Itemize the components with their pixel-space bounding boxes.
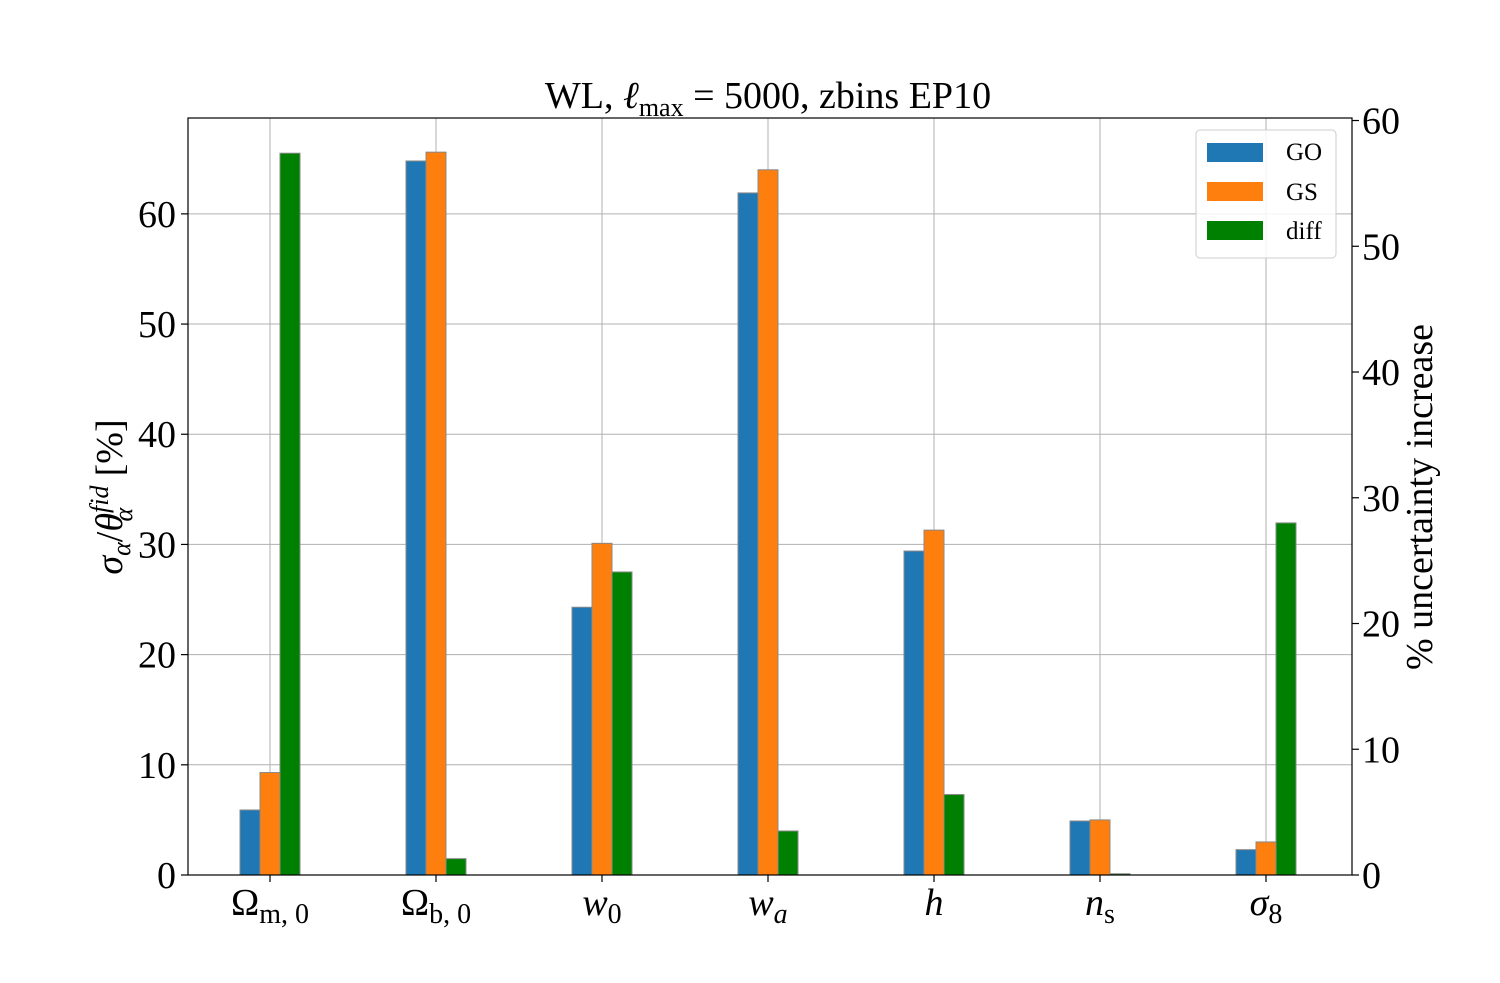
bar-gs-5 <box>1089 819 1111 876</box>
y-right-tick-label: 60 <box>1362 101 1400 143</box>
chart-title-pre: WL, <box>545 75 623 117</box>
ylabel-slash: / <box>89 531 131 542</box>
bar-diff-4 <box>943 794 965 876</box>
bar-go-0 <box>239 809 261 876</box>
ylabel-sigma-sub: α <box>107 541 136 556</box>
x-tick-label-base: Ω <box>231 882 259 924</box>
ylabel-unit: [%] <box>89 419 131 485</box>
y-axis-left-label: σα/θfidα [%] <box>85 419 138 574</box>
y-left-tick-label: 50 <box>138 304 176 346</box>
ticks-layer <box>181 119 1359 882</box>
legend-swatch-gs <box>1207 182 1263 201</box>
x-tick-label: w0 <box>582 882 621 930</box>
bar-gs-3 <box>757 169 779 876</box>
legend-label-diff: diff <box>1286 218 1322 245</box>
x-tick-label: h <box>925 882 944 924</box>
legend: GO GS diff <box>1195 129 1337 259</box>
chart-title-ell: ℓ <box>623 75 639 117</box>
x-tick-label: Ωb, 0 <box>401 882 471 930</box>
bar-gs-2 <box>591 542 613 876</box>
ylabel-theta-sub: α <box>109 507 138 522</box>
bar-gs-0 <box>259 772 281 876</box>
bar-diff-1 <box>445 858 467 876</box>
x-tick-label-sub: m, 0 <box>259 899 309 930</box>
x-tick-label-sub: s <box>1104 899 1115 930</box>
x-tick-label-sub: 0 <box>608 899 622 930</box>
y-left-tick-label: 0 <box>157 855 176 897</box>
bar-go-2 <box>571 606 593 876</box>
x-tick-label-base: h <box>925 882 944 924</box>
y-left-tick-label: 20 <box>138 635 176 677</box>
bar-diff-3 <box>777 830 799 876</box>
legend-swatch-diff <box>1207 221 1263 240</box>
y-right-tick-label: 20 <box>1362 604 1400 646</box>
x-tick-label-sub: a <box>774 899 788 930</box>
legend-label-gs: GS <box>1286 179 1318 206</box>
bar-gs-1 <box>425 151 447 876</box>
chart-title-sub: max <box>639 93 684 122</box>
x-tick-label-base: Ω <box>401 882 429 924</box>
bar-diff-0 <box>279 152 301 876</box>
y-right-tick-label: 30 <box>1362 478 1400 520</box>
bar-go-5 <box>1069 820 1091 876</box>
y-left-tick-label: 60 <box>138 194 176 236</box>
bars-layer <box>239 151 1297 876</box>
x-tick-label-base: w <box>582 882 608 924</box>
x-tick-label: wa <box>748 882 787 930</box>
y-right-tick-label: 0 <box>1362 855 1381 897</box>
bar-gs-6 <box>1255 841 1277 876</box>
y-right-tick-label: 50 <box>1362 226 1400 268</box>
y-right-tick-label: 10 <box>1362 729 1400 771</box>
y-left-tick-label: 10 <box>138 745 176 787</box>
bar-gs-4 <box>923 529 945 876</box>
y-axis-right-label: % uncertainty increase <box>1399 324 1441 670</box>
legend-label-go: GO <box>1286 139 1322 166</box>
bar-go-3 <box>737 192 759 876</box>
bar-go-6 <box>1235 849 1257 876</box>
x-tick-label-base: σ <box>1250 882 1270 924</box>
bar-diff-2 <box>611 571 633 876</box>
ylabel-theta-sup: fid <box>85 485 114 513</box>
x-tick-label-sub: 8 <box>1268 899 1282 930</box>
y-right-tick-label: 40 <box>1362 352 1400 394</box>
chart-title-post: = 5000, zbins EP10 <box>684 75 992 117</box>
y-left-tick-label: 30 <box>138 524 176 566</box>
ylabel-theta: θ <box>89 513 131 532</box>
bar-diff-6 <box>1275 522 1297 876</box>
bar-go-1 <box>405 160 427 876</box>
chart-title: WL, ℓmax = 5000, zbins EP10 <box>545 75 991 122</box>
bar-go-4 <box>903 550 925 876</box>
x-tick-label: ns <box>1085 882 1115 930</box>
legend-swatch-go <box>1207 143 1263 162</box>
y-left-tick-label: 40 <box>138 414 176 456</box>
x-tick-label: σ8 <box>1250 882 1283 930</box>
ylabel-sigma: σ <box>89 555 131 575</box>
x-tick-label-sub: b, 0 <box>429 899 471 930</box>
x-tick-label-base: n <box>1085 882 1104 924</box>
x-tick-label: Ωm, 0 <box>231 882 309 930</box>
plot-frame <box>187 117 1353 876</box>
x-tick-label-base: w <box>748 882 774 924</box>
